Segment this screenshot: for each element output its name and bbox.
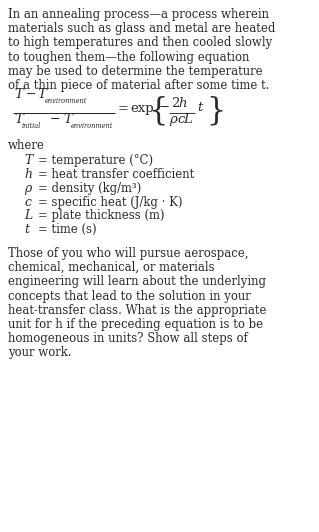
Text: T: T [14,88,23,101]
Text: h: h [24,168,32,181]
Text: = plate thickness (m): = plate thickness (m) [38,210,165,222]
Text: ρ: ρ [169,113,177,126]
Text: ρ: ρ [24,182,31,195]
Text: to toughen them—the following equation: to toughen them—the following equation [8,51,249,64]
Text: initial: initial [22,122,41,130]
Text: = time (s): = time (s) [38,223,97,236]
Text: homogeneous in units? Show all steps of: homogeneous in units? Show all steps of [8,332,248,345]
Text: materials such as glass and metal are heated: materials such as glass and metal are he… [8,22,275,35]
Text: T: T [24,154,32,167]
Text: h: h [178,97,187,110]
Text: −: − [159,101,170,114]
Text: = specific heat (J/kg · K): = specific heat (J/kg · K) [38,196,182,209]
Text: T: T [63,113,72,126]
Text: c: c [177,113,184,126]
Text: 2: 2 [171,97,179,110]
Text: heat-transfer class. What is the appropriate: heat-transfer class. What is the appropr… [8,304,266,317]
Text: L: L [24,210,32,222]
Text: =: = [118,102,129,115]
Text: Those of you who will pursue aerospace,: Those of you who will pursue aerospace, [8,247,249,260]
Text: concepts that lead to the solution in your: concepts that lead to the solution in yo… [8,289,251,303]
Text: environment: environment [71,122,113,130]
Text: = temperature (°C): = temperature (°C) [38,154,153,167]
Text: to high temperatures and then cooled slowly: to high temperatures and then cooled slo… [8,36,272,49]
Text: = heat transfer coefficient: = heat transfer coefficient [38,168,194,181]
Text: In an annealing process—a process wherein: In an annealing process—a process wherei… [8,8,269,21]
Text: exp: exp [130,102,154,115]
Text: engineering will learn about the underlying: engineering will learn about the underly… [8,276,266,288]
Text: = density (kg/m³): = density (kg/m³) [38,182,141,195]
Text: }: } [206,96,226,127]
Text: t: t [197,101,202,114]
Text: T: T [14,113,23,126]
Text: chemical, mechanical, or materials: chemical, mechanical, or materials [8,261,215,274]
Text: where: where [8,139,45,152]
Text: −: − [26,88,36,101]
Text: may be used to determine the temperature: may be used to determine the temperature [8,65,263,78]
Text: {: { [148,96,167,127]
Text: −: − [50,113,61,126]
Text: your work.: your work. [8,346,71,360]
Text: L: L [183,113,192,126]
Text: T: T [37,88,46,101]
Text: c: c [24,196,31,209]
Text: unit for h if the preceding equation is to be: unit for h if the preceding equation is … [8,318,263,331]
Text: environment: environment [45,97,87,105]
Text: of a thin piece of material after some time t.: of a thin piece of material after some t… [8,79,270,92]
Text: t: t [24,223,29,236]
